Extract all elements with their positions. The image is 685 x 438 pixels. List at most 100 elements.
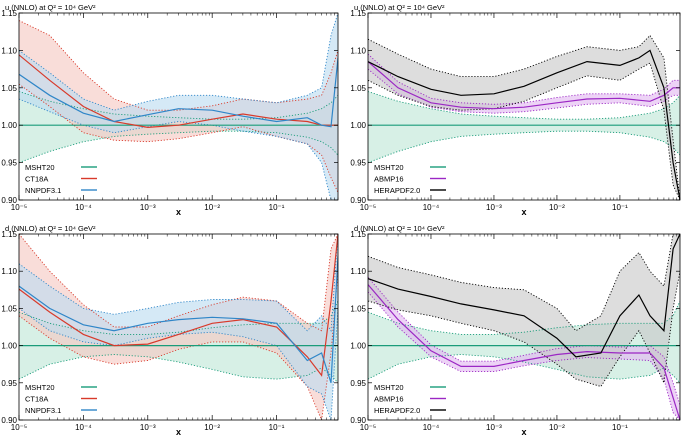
y-tick-label: 0.95	[1, 379, 17, 388]
series-line-nnpdf3-1	[19, 256, 338, 383]
x-tick-label: 10⁻⁵	[360, 203, 376, 212]
x-tick-label: 10⁻²	[204, 423, 220, 432]
band-edge-lower-nnpdf3-1	[19, 308, 338, 420]
x-tick-label: 10⁻¹	[269, 423, 285, 432]
band-herapdf2-0	[368, 35, 680, 200]
legend-label-nnpdf3-1: NNPDF3.1	[25, 186, 61, 195]
band-edge-lower-abmp16	[368, 68, 680, 114]
legend-label-herapdf2-0: HERAPDF2.0	[374, 186, 420, 195]
y-tick-label: 1.10	[350, 46, 366, 55]
plot-area	[368, 234, 680, 420]
x-tick-label: 10⁻³	[140, 203, 156, 212]
x-tick-label: 10⁻⁴	[423, 423, 440, 432]
band-edge-lower-herapdf2-0	[368, 271, 680, 388]
y-tick-label: 1.10	[1, 46, 17, 55]
plot-area	[19, 13, 338, 200]
band-edge-upper-ct18a	[19, 234, 338, 332]
x-tick-label: 10⁻⁴	[423, 203, 440, 212]
legend-label-nnpdf3-1: NNPDF3.1	[25, 406, 61, 415]
band-edge-lower-msht20	[368, 130, 680, 164]
band-edge-lower-ct18a	[19, 83, 338, 193]
x-axis-label: x	[521, 427, 526, 437]
y-tick-label: 1.15	[1, 9, 17, 18]
y-tick-label: 1.00	[1, 342, 17, 351]
legend-label-ct18a: CT18A	[25, 175, 48, 184]
legend-label-msht20: MSHT20	[25, 383, 55, 392]
legend-label-msht20: MSHT20	[374, 383, 404, 392]
legend-label-herapdf2-0: HERAPDF2.0	[374, 406, 420, 415]
y-tick-label: 0.90	[350, 196, 366, 205]
chart-title: d (NNLO) at Q² = 10⁴ GeV²	[5, 224, 96, 233]
x-tick-label: 10⁻²	[204, 203, 220, 212]
x-axis-label: x	[176, 207, 181, 217]
x-tick-label: 10⁻²	[549, 423, 565, 432]
band-msht20	[368, 91, 680, 163]
series-line-herapdf2-0	[368, 234, 680, 358]
panel-u-nnlo-right: 0.90 0.95 1.00 1.05 1.10 1.15 10⁻⁵ 10⁻⁴ 10⁻³ 10⁻²…	[350, 3, 681, 217]
x-tick-label: 10⁻¹	[269, 203, 285, 212]
legend-label-msht20: MSHT20	[374, 163, 404, 172]
band-edge-upper-herapdf2-0	[368, 234, 680, 332]
plot-area	[19, 234, 338, 420]
x-tick-label: 10⁻¹	[612, 203, 628, 212]
legend-label-ct18a: CT18A	[25, 395, 48, 404]
plot-area	[368, 34, 680, 200]
panel-d-nnlo-left: 0.90 0.95 1.00 1.05 1.10 1.15 10⁻⁵ 10⁻⁴ 10⁻³ 10⁻²…	[1, 224, 339, 437]
x-axis-label: x	[176, 427, 181, 437]
y-tick-label: 1.15	[350, 230, 366, 239]
x-tick-label: 10⁻⁵	[11, 423, 27, 432]
band-edge-upper-msht20	[19, 300, 338, 335]
band-edge-upper-nnpdf3-1	[19, 234, 338, 333]
series-line-ct18a	[19, 234, 338, 377]
y-tick-label: 1.15	[1, 230, 17, 239]
legend-label-abmp16: ABMP16	[374, 175, 404, 184]
y-tick-label: 1.05	[350, 84, 366, 93]
y-tick-label: 1.00	[350, 342, 366, 351]
y-tick-label: 0.90	[1, 196, 17, 205]
legend-label-abmp16: ABMP16	[374, 395, 404, 404]
x-tick-label: 10⁻³	[486, 423, 502, 432]
x-tick-label: 10⁻¹	[612, 423, 628, 432]
band-edge-lower-herapdf2-0	[368, 62, 680, 200]
band-edge-upper-msht20	[368, 300, 680, 335]
y-tick-label: 0.90	[1, 416, 17, 425]
series-line-herapdf2-0	[368, 49, 680, 200]
x-axis-label: x	[521, 207, 526, 217]
y-tick-label: 0.95	[1, 159, 17, 168]
band-nnpdf3-1	[19, 234, 338, 420]
x-tick-label: 10⁻⁵	[360, 423, 376, 432]
series-line-abmp16	[368, 284, 680, 420]
y-tick-label: 1.10	[350, 267, 366, 276]
band-herapdf2-0	[368, 234, 680, 387]
y-tick-label: 0.95	[350, 379, 366, 388]
x-tick-label: 10⁻³	[140, 423, 156, 432]
x-tick-label: 10⁻⁴	[75, 203, 92, 212]
y-tick-label: 0.95	[350, 159, 366, 168]
y-tick-label: 0.90	[350, 416, 366, 425]
panel-u-nnlo-left: 0.90 0.95 1.00 1.05 1.10 1.15 10⁻⁵ 10⁻⁴ 10⁻³ 10⁻²…	[1, 3, 339, 217]
band-edge-upper-nnpdf3-1	[19, 13, 338, 111]
x-tick-label: 10⁻⁴	[75, 423, 92, 432]
y-tick-label: 1.00	[1, 121, 17, 130]
chart-title: u (NNLO) at Q² = 10⁴ GeV²	[5, 3, 96, 12]
band-edge-lower-abmp16	[368, 291, 680, 420]
y-tick-label: 1.00	[350, 121, 366, 130]
band-nnpdf3-1	[19, 13, 338, 200]
series-line-nnpdf3-1	[19, 57, 338, 128]
band-edge-lower-msht20	[19, 354, 338, 384]
chart-title: u (NNLO) at Q² = 10⁴ GeV²	[354, 3, 445, 12]
band-edge-upper-herapdf2-0	[368, 34, 680, 200]
y-tick-label: 1.05	[350, 304, 366, 313]
y-tick-label: 1.05	[1, 84, 17, 93]
x-tick-label: 10⁻²	[549, 203, 565, 212]
band-edge-upper-ct18a	[19, 20, 338, 111]
y-tick-label: 1.10	[1, 267, 17, 276]
y-tick-label: 1.05	[1, 304, 17, 313]
chart-title: d (NNLO) at Q² = 10⁴ GeV²	[354, 224, 445, 233]
legend-label-msht20: MSHT20	[25, 163, 55, 172]
x-tick-label: 10⁻⁵	[11, 203, 27, 212]
panel-d-nnlo-right: 0.90 0.95 1.00 1.05 1.10 1.15 10⁻⁵ 10⁻⁴ 10⁻³ 10⁻²…	[350, 224, 681, 437]
x-tick-label: 10⁻³	[486, 203, 502, 212]
series-line-abmp16	[368, 61, 680, 110]
